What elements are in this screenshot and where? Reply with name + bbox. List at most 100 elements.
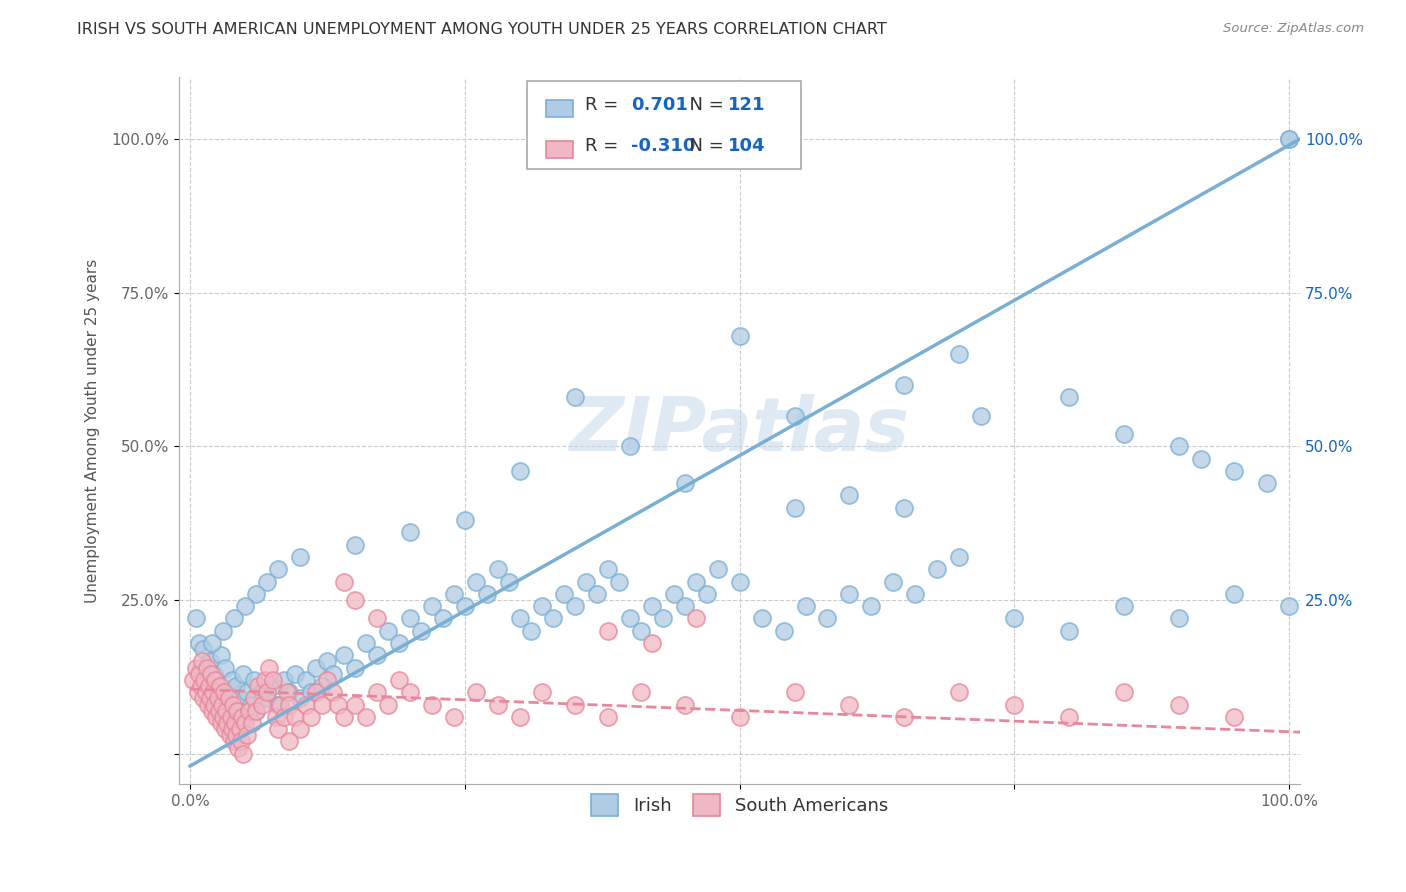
Point: [685, 574, 707, 589]
Point: [927, 562, 949, 576]
Point: [231, 710, 253, 724]
Point: [343, 538, 366, 552]
Point: [333, 648, 356, 663]
Point: [224, 715, 246, 730]
Point: [673, 599, 696, 614]
Point: [193, 642, 215, 657]
Point: [585, 587, 607, 601]
Point: [226, 704, 249, 718]
Point: [269, 698, 291, 712]
Point: [333, 574, 356, 589]
Point: [305, 685, 328, 699]
Point: [253, 673, 276, 687]
Point: [217, 715, 239, 730]
Point: [354, 636, 377, 650]
Point: [640, 636, 662, 650]
Point: [232, 666, 254, 681]
Legend: Irish, South Americans: Irish, South Americans: [582, 785, 897, 825]
Point: [838, 587, 860, 601]
Point: [202, 698, 225, 712]
Point: [322, 666, 344, 681]
Point: [596, 624, 619, 638]
Point: [184, 611, 207, 625]
Point: [541, 611, 564, 625]
Point: [267, 562, 290, 576]
Point: [509, 710, 531, 724]
Point: [283, 666, 305, 681]
Point: [208, 704, 231, 718]
Point: [233, 715, 256, 730]
Point: [498, 574, 520, 589]
Point: [288, 691, 311, 706]
Point: [198, 679, 221, 693]
Point: [728, 710, 751, 724]
Point: [509, 464, 531, 478]
Point: [222, 611, 245, 625]
Point: [225, 679, 247, 693]
Point: [1114, 427, 1136, 442]
Point: [333, 710, 356, 724]
Point: [420, 698, 443, 712]
Point: [197, 698, 219, 712]
Point: [399, 611, 422, 625]
Point: [283, 710, 305, 724]
Point: [443, 587, 465, 601]
Point: [772, 624, 794, 638]
Point: [238, 704, 260, 718]
Point: [343, 660, 366, 674]
Point: [596, 562, 619, 576]
Point: [204, 673, 226, 687]
Point: [218, 728, 240, 742]
Point: [388, 636, 411, 650]
Point: [250, 698, 273, 712]
Point: [187, 666, 209, 681]
Point: [1114, 685, 1136, 699]
Point: [256, 691, 278, 706]
Point: [1114, 599, 1136, 614]
Point: [1278, 132, 1301, 146]
Point: [783, 500, 806, 515]
Point: [751, 611, 773, 625]
Point: [232, 747, 254, 761]
Point: [673, 698, 696, 712]
Point: [209, 648, 232, 663]
Point: [207, 679, 229, 693]
Point: [1278, 132, 1301, 146]
Point: [409, 624, 432, 638]
Point: [212, 691, 235, 706]
Point: [276, 685, 298, 699]
Point: [256, 685, 278, 699]
Point: [662, 587, 685, 601]
Point: [294, 698, 316, 712]
Point: [222, 698, 245, 712]
Point: [229, 734, 252, 748]
Point: [343, 593, 366, 607]
Point: [183, 673, 205, 687]
Point: [432, 611, 454, 625]
Point: [245, 704, 267, 718]
Point: [193, 691, 215, 706]
Point: [464, 574, 486, 589]
Point: [1057, 710, 1080, 724]
Text: N =: N =: [678, 136, 730, 155]
Point: [273, 710, 295, 724]
Point: [240, 715, 263, 730]
Point: [193, 673, 215, 687]
Point: [464, 685, 486, 699]
Point: [651, 611, 673, 625]
Point: [904, 587, 927, 601]
Point: [311, 679, 333, 693]
Text: 104: 104: [728, 136, 766, 155]
Point: [596, 710, 619, 724]
Point: [256, 574, 278, 589]
Point: [454, 513, 477, 527]
Point: [343, 698, 366, 712]
Point: [817, 611, 839, 625]
Point: [553, 587, 575, 601]
Point: [264, 710, 287, 724]
Point: [1168, 439, 1191, 453]
Text: ZIPatlas: ZIPatlas: [569, 394, 910, 467]
Point: [619, 611, 641, 625]
Point: [475, 587, 498, 601]
Point: [243, 691, 266, 706]
